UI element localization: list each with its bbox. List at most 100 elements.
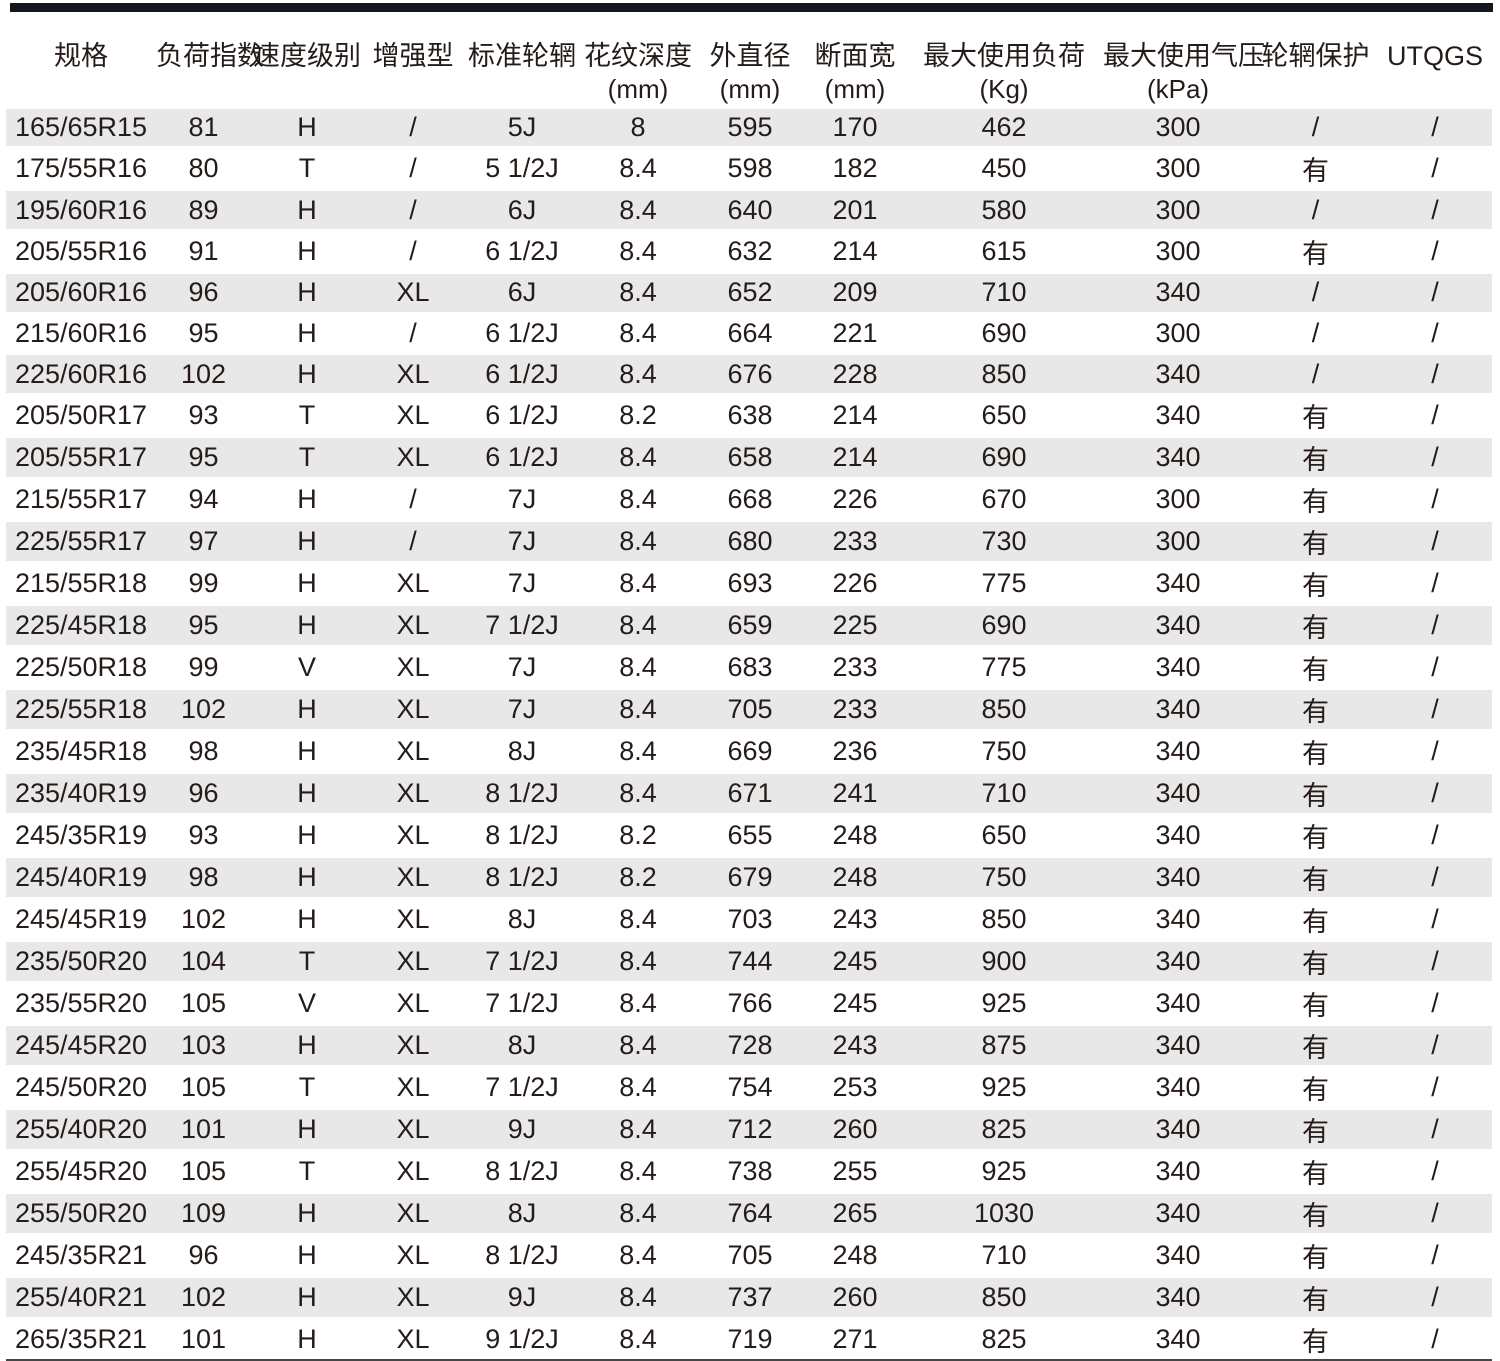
cell: XL xyxy=(396,988,430,1019)
column-label: 轮辋保护 xyxy=(1261,41,1370,71)
cell: 175/55R16 xyxy=(14,153,148,184)
cell: 8J xyxy=(507,904,537,935)
cell: 6J xyxy=(463,188,581,232)
cell: 235/50R20 xyxy=(6,939,156,985)
column-header: 标准轮辋 xyxy=(463,12,581,108)
cell: H xyxy=(251,771,363,817)
cell: 705 xyxy=(727,1240,773,1271)
cell: H xyxy=(297,484,317,515)
cell: 93 xyxy=(188,400,219,431)
cell: 有 xyxy=(1253,435,1378,481)
column-header: 轮辋保护 xyxy=(1253,12,1378,108)
cell: 89 xyxy=(156,188,251,232)
cell: T xyxy=(298,153,316,184)
cell: 719 xyxy=(727,1324,773,1355)
cell: 94 xyxy=(188,484,219,515)
cell: 652 xyxy=(695,270,805,315)
cell: 8.4 xyxy=(581,352,695,397)
cell: 825 xyxy=(981,1324,1027,1355)
cell: H xyxy=(251,270,363,315)
cell: 有 xyxy=(1302,991,1329,1022)
cell: 248 xyxy=(805,855,905,901)
cell: 680 xyxy=(695,519,805,565)
cell: 有 xyxy=(1302,1243,1329,1274)
cell: 8.4 xyxy=(581,687,695,733)
cell: 750 xyxy=(981,736,1027,767)
cell: 340 xyxy=(1103,1191,1253,1237)
table-row: 205/60R16 96 H XL 6J 8.4 652 209 710 340// xyxy=(6,270,1492,315)
table-row: 235/50R20 104 T XL 7 1/2J 8.4 744 245 900 340 有 / xyxy=(6,939,1492,985)
cell: 595 xyxy=(695,105,805,150)
cell: 670 xyxy=(981,484,1027,515)
cell: 205/60R16 xyxy=(6,270,156,315)
cell: 690 xyxy=(905,603,1103,649)
cell: 255/40R20 xyxy=(6,1107,156,1153)
cell: 764 xyxy=(695,1191,805,1237)
cell: / xyxy=(363,519,463,565)
cell: XL xyxy=(396,568,430,599)
cell: 8.4 xyxy=(581,603,695,649)
cell: 有 xyxy=(1302,238,1329,269)
cell: 900 xyxy=(905,939,1103,985)
cell: 有 xyxy=(1302,1075,1329,1106)
cell: 265/35R21 xyxy=(14,1324,148,1355)
cell: 775 xyxy=(981,652,1027,683)
cell: 有 xyxy=(1302,1159,1329,1190)
column-header: 增强型 xyxy=(363,12,463,108)
cell: 693 xyxy=(727,568,773,599)
table-row: 235/45R18 98 H XL 8J 8.4 669 236 750 340 有 / xyxy=(6,731,1492,773)
cell: 98 xyxy=(188,736,219,767)
cell: XL xyxy=(363,435,463,481)
cell: 233 xyxy=(805,687,905,733)
cell: 340 xyxy=(1155,1072,1201,1103)
cell: H xyxy=(251,855,363,901)
cell: / xyxy=(1378,519,1492,565)
cell: 340 xyxy=(1155,904,1201,935)
cell: 101 xyxy=(180,1324,227,1355)
cell: 有 xyxy=(1253,1191,1378,1237)
cell: / xyxy=(1378,1107,1492,1153)
cell: 598 xyxy=(727,153,773,184)
cell: T xyxy=(298,400,316,431)
cell: / xyxy=(1431,820,1439,851)
cell: 340 xyxy=(1155,652,1201,683)
table-row: 195/60R16 89 H/6J 8.4 640 201 580 300// xyxy=(6,188,1492,232)
cell: H xyxy=(251,105,363,150)
cell: 233 xyxy=(832,652,878,683)
cell: 9J xyxy=(463,1275,581,1321)
cell: 850 xyxy=(905,1275,1103,1321)
tire-spec-table: 规格 负荷指数 速度级别 增强型 标准轮辋 花纹深度 (mm) 外直径 (mm) 断面宽 (mm) 最… xyxy=(6,12,1492,1361)
cell: 有 xyxy=(1253,855,1378,901)
cell: 96 xyxy=(156,771,251,817)
column-header: 最大使用气压 (kPa) xyxy=(1103,12,1265,108)
cell: H xyxy=(297,904,317,935)
table-row: 225/60R16 102 H XL 6 1/2J 8.4 676 228 850 340// xyxy=(6,352,1492,397)
cell: 235/40R19 xyxy=(6,771,156,817)
cell: 683 xyxy=(727,652,773,683)
cell: 有 xyxy=(1302,403,1329,434)
cell: 340 xyxy=(1155,988,1201,1019)
cell: 703 xyxy=(727,904,773,935)
cell: 340 xyxy=(1103,939,1253,985)
cell: 209 xyxy=(805,270,905,315)
cell: 97 xyxy=(156,519,251,565)
cell: 9J xyxy=(463,1107,581,1153)
cell: 580 xyxy=(905,188,1103,232)
table-row: 245/50R20 105 T XL 7 1/2J 8.4 754 253 925 340 有 / xyxy=(6,1067,1492,1109)
cell: / xyxy=(363,105,463,150)
table-row: 265/35R21 101 H XL 9 1/2J 8.4 719 271 825 340 有 / xyxy=(6,1319,1492,1361)
cell: T xyxy=(298,1156,316,1187)
cell: 340 xyxy=(1103,1107,1253,1153)
table-row: 235/40R19 96 H XL 8 1/2J 8.4 671 241 710 340 有 / xyxy=(6,771,1492,817)
cell: 104 xyxy=(156,939,251,985)
cell: 650 xyxy=(981,400,1027,431)
cell: 81 xyxy=(156,105,251,150)
cell: 668 xyxy=(727,484,773,515)
column-header: 速度级别 xyxy=(251,12,363,108)
cell: XL xyxy=(363,603,463,649)
cell: XL xyxy=(396,1240,430,1271)
cell: XL xyxy=(396,1156,430,1187)
cell: / xyxy=(1378,1191,1492,1237)
cell: 340 xyxy=(1103,855,1253,901)
column-label: 增强型 xyxy=(372,41,454,71)
